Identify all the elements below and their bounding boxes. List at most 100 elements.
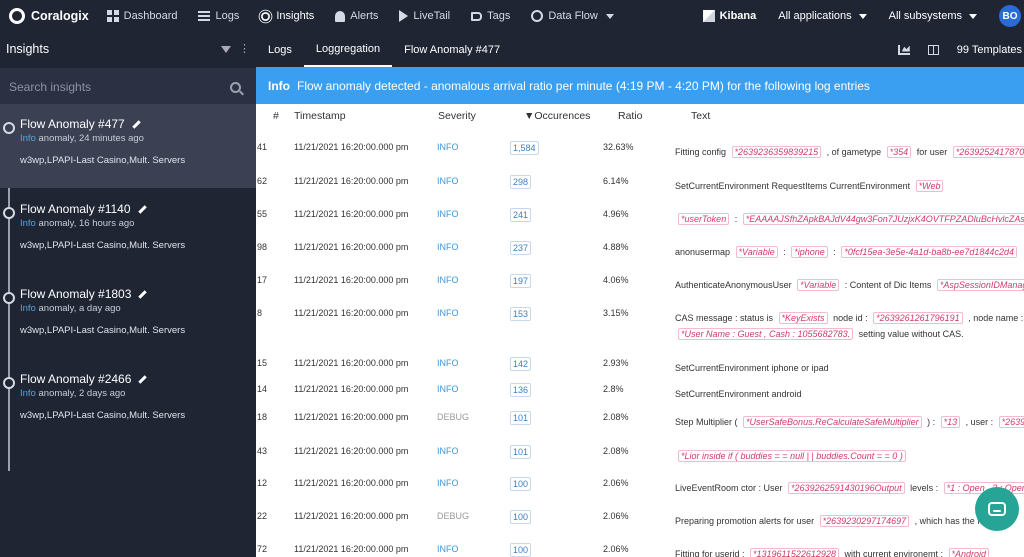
row-occurrences[interactable]: 100 <box>510 477 532 491</box>
log-token[interactable]: *2639230297174697 <box>819 515 910 527</box>
row-occurrences[interactable]: 237 <box>510 241 532 255</box>
log-text-fragment: ) : <box>924 417 938 427</box>
row-num: 55 <box>257 209 268 219</box>
applications-dropdown[interactable]: All applications <box>778 10 867 22</box>
insight-source: w3wp,LPAPI-Last Casino,Mult. Servers <box>20 155 186 166</box>
log-token[interactable]: *UserSafeBonus.ReCalculateSafeMultiplier <box>743 416 922 428</box>
log-token[interactable]: *iphone <box>791 246 828 258</box>
row-ratio: 32.63% <box>603 142 634 152</box>
table-row[interactable]: 18 11/21/2021 16:20:00.000 pm DEBUG 101 2.08… <box>256 411 1024 438</box>
row-occurrences[interactable]: 100 <box>510 543 532 557</box>
table-row[interactable]: 22 11/21/2021 16:20:00.000 pm DEBUG 100 2.06… <box>256 510 1024 537</box>
header-ratio[interactable]: Ratio <box>618 110 643 122</box>
log-text: AuthenticateAnonymousUser *Variable : Co… <box>675 279 1024 291</box>
log-token[interactable]: *EAAAAJSfhZApkBAJdV44gw3Fon7JUzjxK4OVTFP… <box>742 213 1024 225</box>
log-token[interactable]: *AspSessionIDManagerIni <box>936 279 1024 291</box>
pencil-icon[interactable] <box>138 374 148 384</box>
nav-logs[interactable]: Logs <box>198 10 239 22</box>
log-token[interactable]: *354 <box>886 146 912 158</box>
table-row[interactable]: 14 11/21/2021 16:20:00.000 pm INFO 136 2.8% S… <box>256 383 1024 410</box>
log-token[interactable]: *2639236359839215 <box>731 146 822 158</box>
table-row[interactable]: 12 11/21/2021 16:20:00.000 pm INFO 100 2.06%… <box>256 477 1024 504</box>
templates-count[interactable]: 99 Templates <box>956 43 1022 56</box>
nav-tags[interactable]: Tags <box>471 10 510 22</box>
table-row[interactable]: 43 11/21/2021 16:20:00.000 pm INFO 101 2.08%… <box>256 445 1024 472</box>
tab-loggregation[interactable]: Loggregation <box>303 32 393 67</box>
log-token[interactable]: *Lior inside if ( buddies = = null | | b… <box>678 450 906 462</box>
log-token[interactable]: *Android <box>948 548 990 557</box>
log-token[interactable]: *Web <box>915 180 944 192</box>
row-occurrences[interactable]: 101 <box>510 411 532 425</box>
layout-icon[interactable] <box>927 44 939 55</box>
search-input[interactable] <box>9 80 230 94</box>
table-row[interactable]: 62 11/21/2021 16:20:00.000 pm INFO 298 6.14%… <box>256 175 1024 202</box>
table-row[interactable]: 72 11/21/2021 16:20:00.000 pm INFO 100 2.06%… <box>256 543 1024 557</box>
nav-dashboard[interactable]: Dashboard <box>106 10 177 22</box>
log-token[interactable]: *13 <box>940 416 961 428</box>
row-occurrences[interactable]: 101 <box>510 445 532 459</box>
log-token[interactable]: *Variable <box>797 279 840 291</box>
log-token[interactable]: *0fcf15ea-3e5e-4a1d-ba8b-ee7d1844c2d4 <box>841 246 1017 258</box>
log-text-fragment: levels : <box>907 483 941 493</box>
nav-alerts[interactable]: Alerts <box>335 10 378 22</box>
kibana-link[interactable]: Kibana <box>702 10 756 22</box>
pencil-icon[interactable] <box>137 204 147 214</box>
search-icon[interactable] <box>230 81 241 93</box>
table-row[interactable]: 98 11/21/2021 16:20:00.000 pm INFO 237 4.88%… <box>256 241 1024 268</box>
more-vertical-icon[interactable]: ⋮ <box>239 42 250 55</box>
log-text-fragment: Fitting for userid : <box>675 549 748 557</box>
row-severity: INFO <box>437 308 459 318</box>
table-row[interactable]: 17 11/21/2021 16:20:00.000 pm INFO 197 4.06%… <box>256 274 1024 301</box>
row-occurrences[interactable]: 142 <box>510 357 532 371</box>
row-occurrences[interactable]: 136 <box>510 383 532 397</box>
pencil-icon[interactable] <box>138 289 148 299</box>
insight-item-477[interactable]: Flow Anomaly #477 Info anomaly, 24 minut… <box>0 104 256 188</box>
row-occurrences[interactable]: 298 <box>510 175 532 189</box>
row-occurrences[interactable]: 197 <box>510 274 532 288</box>
coralogix-logo[interactable]: Coralogix <box>9 8 89 24</box>
row-num: 72 <box>257 544 268 554</box>
row-occurrences[interactable]: 153 <box>510 307 532 321</box>
insight-item-2466[interactable]: Flow Anomaly #2466 Info anomaly, 2 days … <box>0 359 256 443</box>
log-token[interactable]: *Variable <box>735 246 778 258</box>
log-token[interactable]: *userToken <box>678 213 730 225</box>
log-token[interactable]: *1 : Open , 3 : Open , 5 : Op <box>943 482 1024 494</box>
log-token[interactable]: *2639252417870541 <box>952 146 1024 158</box>
row-occurrences[interactable]: 241 <box>510 208 532 222</box>
table-row[interactable]: 15 11/21/2021 16:20:00.000 pm INFO 142 2.93%… <box>256 357 1024 384</box>
row-occurrences[interactable]: 100 <box>510 510 532 524</box>
sidebar-header: Insights ⋮ <box>0 32 256 66</box>
row-severity: INFO <box>437 142 459 152</box>
table-row[interactable]: 8 11/21/2021 16:20:00.000 pm INFO 153 3.15% C… <box>256 307 1024 354</box>
log-token[interactable]: *KeyExists <box>778 312 828 324</box>
subsystems-dropdown[interactable]: All subsystems <box>889 10 977 22</box>
chevron-down-icon <box>605 13 614 19</box>
table-row[interactable]: 55 11/21/2021 16:20:00.000 pm INFO 241 4.96%… <box>256 208 1024 235</box>
pencil-icon[interactable] <box>131 119 141 129</box>
log-text-fragment: with current environemt : <box>841 549 946 557</box>
row-num: 43 <box>257 446 268 456</box>
log-token[interactable]: *2639262591430196Output <box>788 482 905 494</box>
insight-item-1140[interactable]: Flow Anomaly #1140 Info anomaly, 16 hour… <box>0 189 256 273</box>
nav-livetail[interactable]: LiveTail <box>399 10 450 22</box>
tab-logs[interactable]: Logs <box>268 43 292 56</box>
user-avatar[interactable]: BO <box>999 5 1021 27</box>
nav-insights[interactable]: Insights <box>260 10 314 22</box>
log-token[interactable]: *1319611522612928 <box>750 548 839 557</box>
log-token[interactable]: *User Name : Guest , Cash : 1055682783. <box>678 328 854 340</box>
table-row[interactable]: 41 11/21/2021 16:20:00.000 pm INFO 1,584 32.… <box>256 141 1024 168</box>
chart-icon[interactable] <box>897 44 910 55</box>
log-token[interactable]: *263924275 <box>998 416 1024 428</box>
row-occurrences[interactable]: 1,584 <box>510 141 539 155</box>
nav-dataflow[interactable]: Data Flow <box>531 10 614 22</box>
header-timestamp[interactable]: Timestamp <box>294 110 346 122</box>
chat-button[interactable] <box>975 487 1019 531</box>
header-severity[interactable]: Severity <box>438 110 476 122</box>
log-token[interactable]: *2639261261796191 <box>873 312 963 324</box>
header-occurrences[interactable]: ▼Occurences <box>524 110 591 122</box>
filter-icon[interactable] <box>221 45 231 53</box>
header-text[interactable]: Text <box>691 110 711 122</box>
nav-dataflow-label: Data Flow <box>548 10 598 22</box>
insight-item-1803[interactable]: Flow Anomaly #1803 Info anomaly, a day a… <box>0 274 256 358</box>
tab-flow-anomaly[interactable]: Flow Anomaly #477 <box>404 43 501 56</box>
